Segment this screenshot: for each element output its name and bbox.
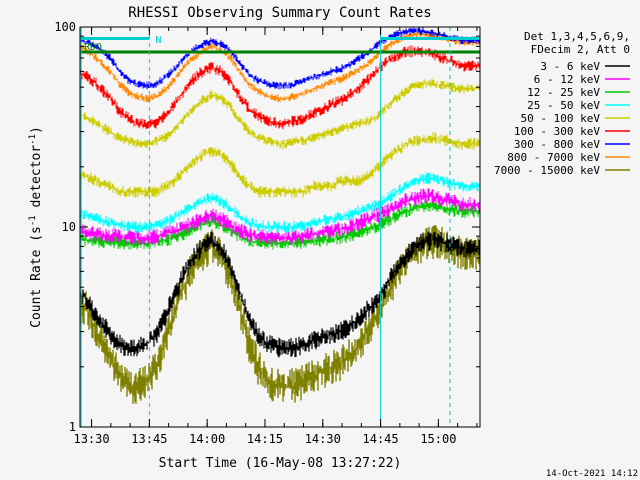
series-black-3-6-trace <box>80 231 480 358</box>
y-tick-label: 100 <box>54 20 76 34</box>
x-tick-label: 14:00 <box>189 432 225 446</box>
rdo-bar-right <box>380 37 480 40</box>
series-magenta-6-12 <box>80 188 480 246</box>
n-label: N <box>155 35 161 46</box>
legend-label: 6 - 12 keV <box>534 73 601 86</box>
series-black-3-6 <box>80 231 480 358</box>
legend-label: 800 - 7000 keV <box>507 151 600 164</box>
series-blue-300-800 <box>80 27 480 90</box>
legend-label: 50 - 100 keV <box>521 112 601 125</box>
legend-label: 12 - 25 keV <box>527 86 600 99</box>
plot-area: RDO N <box>80 27 480 427</box>
legend-header: Det 1,3,4,5,6,9, <box>524 30 630 43</box>
series-yellow-50-100 <box>80 78 480 149</box>
x-tick-label: 14:45 <box>363 432 399 446</box>
x-tick-label: 13:30 <box>73 432 109 446</box>
axes: 1 10 100 13:30 13:45 14:00 14:15 14:30 14:45 15:0… <box>54 20 481 446</box>
series-red-100-300-trace <box>80 45 480 130</box>
x-tick-label: 13:45 <box>131 432 167 446</box>
series-blue-300-800-trace <box>80 27 480 90</box>
rdo-bar-left <box>80 37 150 40</box>
legend: Det 1,3,4,5,6,9,FDecim 2, Att 0 3 - 6 keV… <box>494 30 630 177</box>
x-tick-label: 15:00 <box>420 432 456 446</box>
legend-label: 7000 - 15000 keV <box>494 164 600 177</box>
legend-label: 300 - 800 keV <box>514 138 600 151</box>
legend-header: FDecim 2, Att 0 <box>531 43 630 56</box>
series-magenta-6-12-trace <box>80 188 480 246</box>
y-tick-label: 1 <box>69 420 76 434</box>
series-red-100-300 <box>80 45 480 130</box>
legend-label: 25 - 50 keV <box>527 99 600 112</box>
x-tick-label: 14:15 <box>247 432 283 446</box>
series-group <box>80 27 480 427</box>
footer-timestamp: 14-Oct-2021 14:12 <box>546 469 638 479</box>
series-olive-7000-15000 <box>80 225 480 404</box>
series-yellow-50-100-low <box>80 132 480 198</box>
series-yellow-50-100-trace <box>80 78 480 149</box>
legend-label: 3 - 6 keV <box>540 60 600 73</box>
chart-title: RHESSI Observing Summary Count Rates <box>128 5 431 21</box>
x-axis-label: Start Time (16-May-08 13:27:22) <box>159 456 402 471</box>
series-cyan-25-50-trace <box>80 172 480 233</box>
y-tick-label: 10 <box>62 220 76 234</box>
series-olive-7000-15000-trace <box>80 225 480 404</box>
x-tick-label: 14:30 <box>305 432 341 446</box>
series-cyan-25-50 <box>80 172 480 233</box>
y-axis-label: Count Rate (s-1 detector-1) <box>28 126 44 328</box>
legend-label: 100 - 300 keV <box>514 125 600 138</box>
rdo-label: RDO <box>84 42 102 53</box>
series-yellow-50-100-low-trace <box>80 132 480 198</box>
